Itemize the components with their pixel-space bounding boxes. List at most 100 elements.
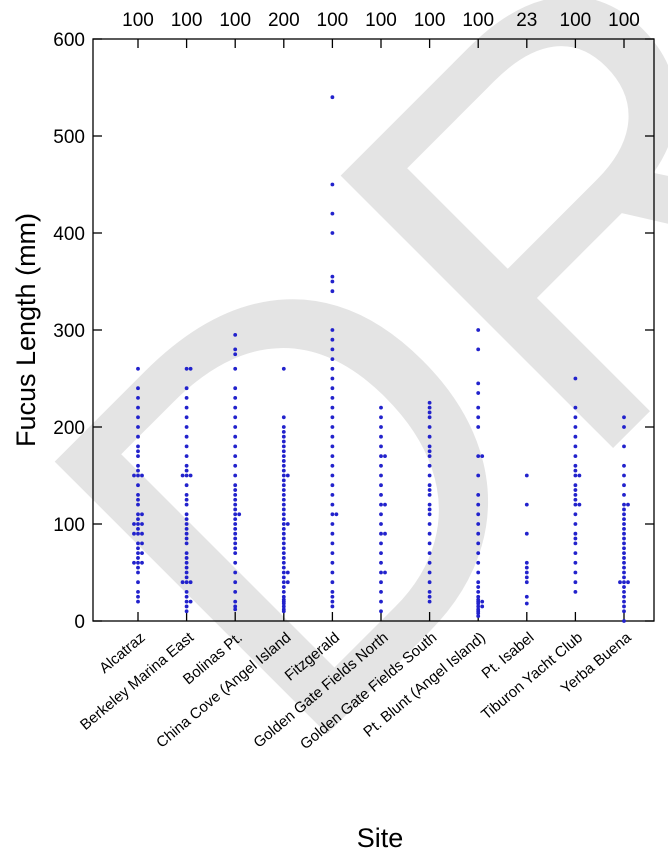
data-point [330, 463, 335, 468]
data-point [281, 590, 286, 594]
data-point [379, 531, 383, 536]
data-point [427, 580, 432, 585]
data-point [285, 473, 290, 478]
data-point [281, 531, 286, 536]
data-point [524, 594, 529, 599]
data-point [281, 526, 286, 531]
data-point [233, 531, 238, 536]
data-point [427, 590, 432, 594]
data-point [233, 405, 238, 410]
data-point [622, 546, 626, 551]
data-point [132, 531, 136, 536]
data-point [622, 531, 626, 536]
data-point [184, 517, 189, 522]
data-point [140, 531, 144, 536]
y-tick-label: 400 [53, 224, 85, 245]
data-points [132, 95, 630, 623]
data-point [476, 590, 481, 594]
data-point [383, 570, 387, 575]
data-point [136, 415, 140, 420]
data-point [184, 556, 189, 560]
data-point [573, 468, 578, 473]
data-point [184, 560, 189, 565]
data-point [184, 366, 189, 371]
data-point [136, 517, 140, 522]
data-point [573, 405, 578, 410]
data-point [524, 575, 529, 580]
data-point [184, 502, 189, 507]
data-point [281, 439, 286, 444]
data-point [281, 536, 286, 541]
data-point [184, 522, 189, 526]
sample-counts: 100 100 100 200 100 100 100 100 23 100 100 [122, 10, 640, 31]
data-point [136, 541, 140, 546]
data-point [233, 570, 238, 575]
data-point [427, 449, 432, 454]
data-point [476, 614, 481, 619]
data-point [573, 488, 578, 492]
data-point [524, 502, 529, 507]
data-point [573, 483, 578, 488]
sample-count-label: 100 [317, 10, 349, 31]
data-point [233, 396, 238, 400]
data-point [281, 497, 286, 502]
data-point [184, 551, 189, 555]
data-point [379, 502, 383, 507]
data-point [476, 531, 481, 536]
data-point [622, 541, 626, 546]
data-point [233, 332, 238, 337]
data-point [136, 590, 140, 594]
data-point [330, 599, 335, 604]
data-point [330, 512, 335, 517]
data-point [379, 483, 383, 488]
data-point [427, 488, 432, 492]
data-point [184, 531, 189, 536]
data-point [622, 575, 626, 580]
data-point [184, 434, 189, 439]
sample-count-label: 200 [268, 10, 300, 31]
data-point [136, 473, 140, 478]
data-point [573, 434, 578, 439]
y-axis: 0 100 200 300 400 500 600 [53, 30, 654, 633]
data-point [184, 468, 189, 473]
data-point [281, 604, 286, 609]
data-point [622, 483, 626, 488]
data-point [622, 444, 626, 449]
data-point [330, 386, 335, 391]
data-point [427, 570, 432, 575]
data-point [281, 488, 286, 492]
data-point [136, 522, 140, 526]
data-point [188, 366, 193, 371]
data-point [622, 551, 626, 555]
data-point [622, 585, 626, 589]
data-point [573, 493, 578, 497]
data-point [427, 405, 432, 410]
data-point [573, 454, 578, 458]
sample-count-label: 100 [414, 10, 446, 31]
data-point [188, 599, 193, 604]
data-point [476, 405, 481, 410]
data-point [573, 502, 578, 507]
data-point [136, 454, 140, 458]
data-point [233, 541, 238, 546]
sample-count-label: 100 [122, 10, 154, 31]
y-tick-label: 300 [53, 321, 85, 342]
data-point [136, 483, 140, 488]
data-point [233, 507, 238, 512]
data-point [330, 366, 335, 371]
data-point [233, 444, 238, 449]
data-point [136, 526, 140, 531]
data-point [136, 434, 140, 439]
data-point [281, 473, 286, 478]
data-point [281, 570, 286, 575]
data-point [379, 425, 383, 429]
data-point [622, 512, 626, 517]
data-point [618, 580, 622, 585]
data-point [184, 425, 189, 429]
data-point [281, 493, 286, 497]
data-point [184, 473, 189, 478]
data-point [330, 279, 335, 284]
data-point [233, 590, 238, 594]
data-point [233, 497, 238, 502]
data-point [524, 570, 529, 575]
